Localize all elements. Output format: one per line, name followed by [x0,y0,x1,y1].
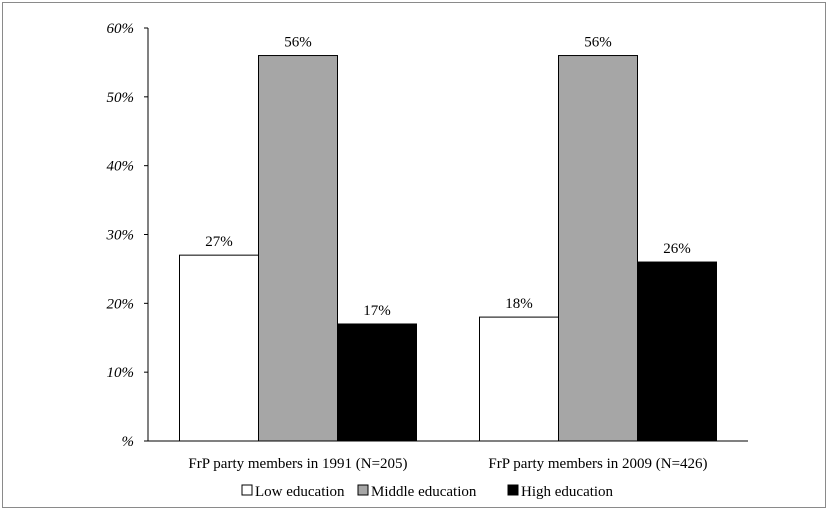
y-tick-label: % [122,434,135,450]
data-label: 56% [584,35,612,51]
y-tick-label: 30% [106,228,135,244]
y-tick-label: 40% [107,159,135,175]
y-tick-label: 60% [107,21,135,37]
bar-high-education [337,323,417,442]
y-tick-label: 20% [107,296,135,312]
bar-middle-education [258,55,338,442]
y-tick-label: 50% [107,90,135,106]
legend-label: Low education [255,484,345,500]
data-label: 18% [505,296,533,312]
legend-label: High education [521,484,614,500]
bar-low-education [479,316,559,442]
data-label: 26% [663,241,691,257]
x-category-label: FrP party members in 2009 (N=426) [488,456,707,472]
bar-low-education [179,254,259,442]
legend-swatch [507,484,519,496]
bar-high-education [637,261,717,442]
legend-label: Middle education [371,484,477,500]
legend-swatch [241,484,253,496]
data-label: 27% [205,234,233,250]
data-label: 56% [284,35,312,51]
data-label: 17% [363,303,391,319]
bar-middle-education [558,55,638,442]
x-category-label: FrP party members in 1991 (N=205) [188,456,407,472]
legend-swatch [357,484,369,496]
y-tick-label: 10% [107,365,135,381]
